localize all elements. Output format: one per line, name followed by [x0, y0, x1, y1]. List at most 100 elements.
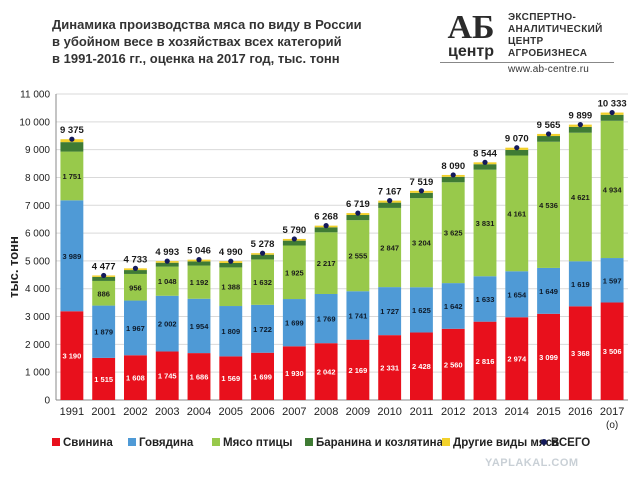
- data-label-pork: 3 190: [62, 352, 81, 361]
- bar-lamb-2010: [378, 202, 402, 208]
- data-label-beef: 1 699: [285, 319, 304, 328]
- data-label-pork: 1 699: [253, 372, 272, 381]
- total-dot-2017: [609, 109, 615, 116]
- y-tick-label: 9 000: [25, 145, 50, 156]
- y-tick-label: 10 000: [19, 117, 50, 128]
- chart-title-line: в убойном весе в хозяйствах всех категор…: [52, 34, 342, 49]
- bar-poultry-2016: [568, 132, 592, 262]
- total-label: 4 477: [92, 261, 116, 272]
- bar-beef-2014: [505, 271, 529, 318]
- bar-pork-2011: [410, 332, 433, 400]
- bar-lamb-2007: [282, 240, 306, 246]
- bar-lamb-2017: [600, 114, 624, 121]
- y-tick-label: 3 000: [25, 312, 50, 323]
- total-dot-2011: [418, 188, 425, 194]
- bar-pork-2013: [473, 321, 497, 400]
- data-label-beef: 1 654: [507, 290, 527, 299]
- data-label-pork: 2 816: [476, 357, 495, 366]
- total-label: 4 993: [155, 247, 179, 258]
- bar-pork-2009: [346, 339, 370, 400]
- bar-beef-2006: [251, 304, 274, 353]
- bar-beef-2007: [282, 299, 306, 347]
- bar-pork-2014: [505, 317, 529, 400]
- total-dot-2007: [291, 236, 297, 242]
- total-dot-2009: [355, 210, 361, 216]
- total-dot-2015: [545, 131, 552, 137]
- bar-lamb-2003: [155, 262, 179, 267]
- bar-pork-2016: [568, 306, 592, 400]
- bar-pork-2002: [124, 355, 147, 400]
- bar-lamb-1991: [60, 142, 84, 152]
- data-label-poultry: 2 555: [348, 252, 367, 261]
- x-tick-label: 2010: [377, 406, 401, 418]
- data-label-beef: 1 597: [603, 276, 622, 285]
- bar-pork-2005: [219, 356, 243, 400]
- x-tick-label: 1991: [60, 406, 84, 418]
- bar-beef-2003: [155, 295, 179, 352]
- data-label-pork: 3 368: [571, 349, 590, 358]
- bar-beef-2008: [314, 293, 338, 344]
- legend-label-lamb: Баранина и козлятина: [316, 437, 444, 449]
- bar-lamb-2013: [473, 164, 497, 170]
- bar-beef-2004: [187, 298, 211, 354]
- logo-mark-top: АБ: [447, 9, 494, 46]
- bar-poultry-2005: [219, 267, 243, 307]
- total-dot-2001: [101, 272, 107, 279]
- logo-mark-bottom: центр: [448, 43, 494, 60]
- data-label-pork: 1 608: [126, 374, 145, 383]
- bar-lamb-2012: [441, 176, 465, 183]
- bar-lamb-2006: [251, 254, 274, 260]
- logo-url: www.ab-centre.ru: [508, 64, 590, 75]
- data-label-beef: 1 642: [444, 302, 463, 311]
- data-label-poultry: 3 831: [476, 219, 495, 228]
- data-label-pork: 2 042: [317, 368, 336, 377]
- legend-label-beef: Говядина: [139, 437, 194, 449]
- data-label-poultry: 1 048: [158, 277, 177, 286]
- data-label-pork: 3 099: [539, 353, 558, 362]
- total-dot-1991: [69, 136, 75, 142]
- data-label-poultry: 3 204: [412, 239, 432, 248]
- y-axis-label: тыс. тонн: [6, 236, 21, 298]
- data-label-poultry: 956: [129, 283, 142, 292]
- x-tick-label: 2001: [91, 406, 115, 418]
- bar-poultry-2007: [282, 245, 306, 300]
- data-label-pork: 1 686: [190, 373, 209, 382]
- bar-poultry-2017: [600, 120, 624, 259]
- bar-pork-2001: [92, 357, 116, 400]
- ab-centre-logo: АБ центр: [447, 9, 494, 60]
- logo-text-line: ЭКСПЕРТНО-: [508, 12, 577, 23]
- data-label-poultry: 1 388: [221, 283, 240, 292]
- bar-lamb-2002: [124, 270, 147, 274]
- bar-pork-2008: [314, 343, 338, 400]
- data-label-poultry: 1 632: [253, 278, 272, 287]
- data-label-pork: 1 745: [158, 372, 177, 381]
- total-label: 9 899: [568, 111, 592, 122]
- bar-beef-2011: [410, 287, 433, 333]
- data-label-pork: 1 569: [221, 374, 240, 383]
- bar-lamb-2011: [410, 192, 433, 199]
- legend-label-pork: Свинина: [63, 437, 113, 449]
- bar-beef-2010: [378, 287, 402, 336]
- data-label-beef: 1 722: [253, 325, 272, 334]
- bar-pork-2015: [537, 313, 560, 400]
- data-label-poultry: 3 625: [444, 229, 463, 238]
- x-tick-label: 2005: [219, 406, 243, 418]
- bar-poultry-2011: [410, 198, 433, 288]
- data-label-beef: 1 741: [348, 311, 367, 320]
- bar-lamb-2014: [505, 149, 529, 156]
- bar-beef-2013: [473, 276, 497, 322]
- data-label-pork: 2 974: [507, 355, 527, 364]
- x-tick-label: 2008: [314, 406, 338, 418]
- legend-marker-other: [442, 438, 450, 446]
- x-note-forecast: (о): [606, 420, 618, 431]
- bar-lamb-2005: [219, 262, 243, 268]
- x-tick-label: 2003: [155, 406, 179, 418]
- data-label-pork: 2 560: [444, 360, 463, 369]
- bar-lamb-2016: [568, 126, 592, 133]
- legend-label-poultry: Мясо птицы: [223, 437, 293, 449]
- bar-pork-2004: [187, 353, 211, 400]
- bar-beef-2005: [219, 306, 243, 357]
- bar-beef-1991: [60, 200, 84, 312]
- logo-text-line: АНАЛИТИЧЕСКИЙ: [508, 24, 603, 35]
- y-tick-label: 0: [44, 396, 50, 407]
